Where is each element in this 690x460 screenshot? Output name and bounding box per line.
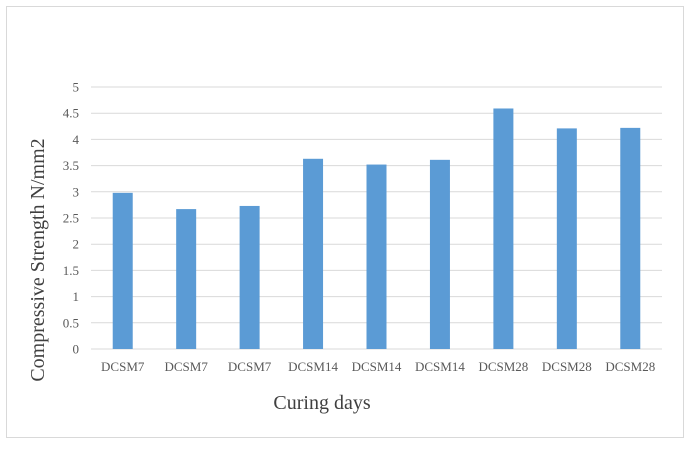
- y-tick-label: 0.5: [63, 315, 79, 330]
- x-category-label: DCSM7: [101, 359, 145, 374]
- y-tick-label: 3.5: [63, 158, 79, 173]
- bar: [176, 209, 197, 349]
- x-category-label: DCSM14: [352, 359, 402, 374]
- bar: [366, 164, 387, 349]
- bar: [556, 128, 577, 349]
- y-tick-label: 2: [73, 237, 80, 252]
- bar: [493, 108, 514, 349]
- y-axis-title: Compressive Strength N/mm2: [27, 138, 49, 381]
- x-category-label: DCSM7: [164, 359, 208, 374]
- y-tick-label: 5: [73, 80, 80, 95]
- bar: [429, 159, 450, 349]
- x-category-label: DCSM7: [228, 359, 272, 374]
- x-category-labels: DCSM7 DCSM7 DCSM7 DCSM14 DCSM14 DCSM14 DCSM28 D…: [101, 359, 655, 374]
- y-tick-label: 3: [73, 184, 80, 199]
- bar: [620, 127, 641, 349]
- y-tick-label: 4.5: [63, 106, 79, 121]
- y-tick-label: 1: [73, 289, 80, 304]
- y-tick-label: 1.5: [63, 263, 79, 278]
- y-tick-label: 4: [73, 132, 80, 147]
- y-tick-label: 0: [73, 342, 80, 357]
- bar: [112, 192, 133, 349]
- x-category-label: DCSM28: [542, 359, 592, 374]
- y-tick-label: 2.5: [63, 211, 79, 226]
- bar: [303, 158, 324, 349]
- x-category-label: DCSM28: [478, 359, 528, 374]
- bars: [112, 108, 641, 349]
- x-category-label: DCSM14: [415, 359, 465, 374]
- x-category-label: DCSM28: [605, 359, 655, 374]
- bar: [239, 205, 260, 349]
- y-tick-labels: 0 0.5 1 1.5 2 2.5 3 3.5 4 4.5 5: [63, 80, 80, 357]
- x-category-label: DCSM14: [288, 359, 338, 374]
- x-axis-title: Curing days: [273, 392, 370, 414]
